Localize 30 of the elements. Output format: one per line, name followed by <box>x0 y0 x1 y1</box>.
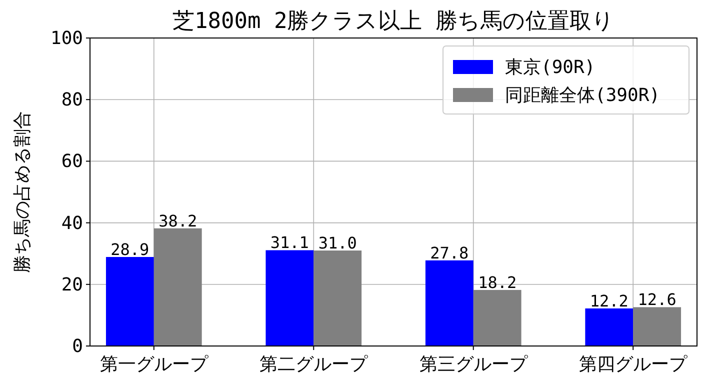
bar <box>266 250 314 346</box>
data-label: 18.2 <box>478 272 517 292</box>
legend-label: 同距離全体(390R) <box>505 85 660 106</box>
bar <box>154 228 202 346</box>
data-label: 31.0 <box>318 234 357 253</box>
data-label: 27.8 <box>430 243 469 262</box>
x-tick-label: 第一グループ <box>100 354 209 375</box>
y-tick-label: 60 <box>61 151 83 172</box>
x-tick-label: 第四グループ <box>579 354 688 375</box>
data-label: 12.6 <box>638 290 676 310</box>
chart-title: 芝1800m 2勝クラス以上 勝ち馬の位置取り <box>172 9 614 34</box>
data-label: 38.2 <box>158 211 198 230</box>
y-tick-label: 20 <box>61 274 83 296</box>
bar <box>633 307 682 346</box>
y-tick-label: 0 <box>72 336 83 357</box>
data-label: 31.1 <box>270 233 309 252</box>
x-tick-label: 第二グループ <box>260 354 369 375</box>
bar <box>314 250 362 346</box>
bar <box>585 308 634 346</box>
y-tick-label: 80 <box>61 90 83 111</box>
bar <box>106 256 154 346</box>
y-axis-title: 勝ち馬の占める割合 <box>12 111 33 273</box>
bar <box>473 290 522 346</box>
bar <box>425 260 474 346</box>
data-label: 12.2 <box>590 291 628 310</box>
data-label: 28.9 <box>110 240 150 259</box>
y-tick-label: 100 <box>50 28 83 49</box>
y-tick-label: 40 <box>61 212 83 234</box>
x-tick-label: 第三グループ <box>419 354 528 375</box>
legend-label: 東京(90R) <box>505 57 596 78</box>
